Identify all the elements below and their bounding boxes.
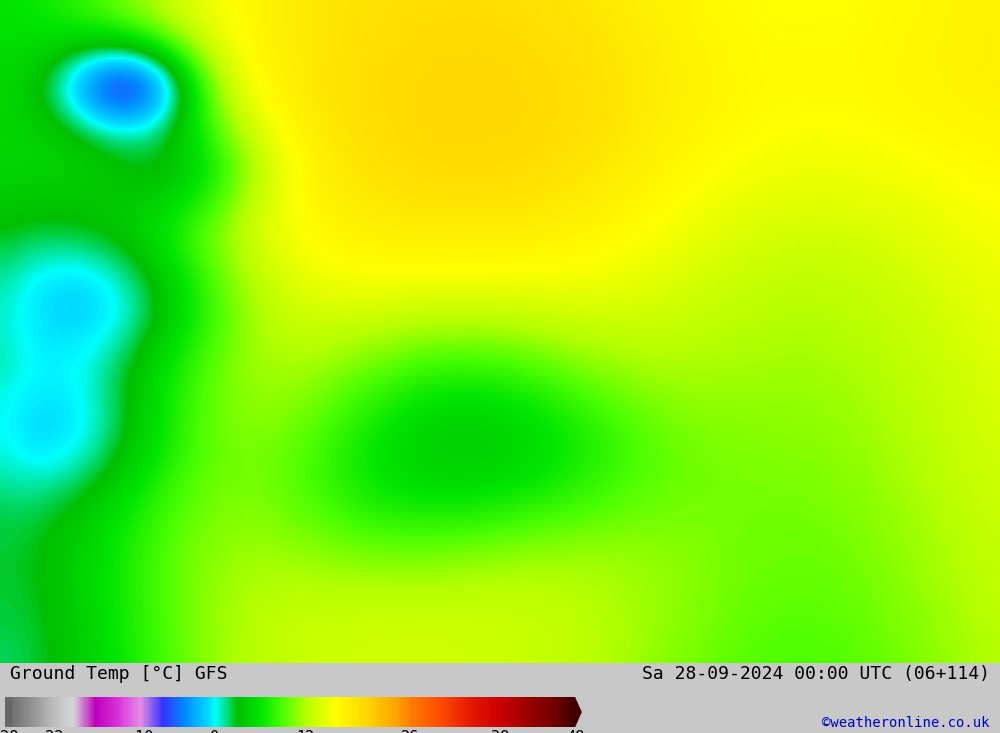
Text: Sa 28-09-2024 00:00 UTC (06+114): Sa 28-09-2024 00:00 UTC (06+114) [642,666,990,683]
Polygon shape [575,697,582,727]
Text: 0: 0 [210,730,220,733]
Text: 48: 48 [566,730,584,733]
Text: -22: -22 [36,730,64,733]
Polygon shape [5,697,12,727]
Text: -10: -10 [126,730,154,733]
Text: 12: 12 [296,730,314,733]
Text: ©weatheronline.co.uk: ©weatheronline.co.uk [822,716,990,730]
Text: 38: 38 [491,730,509,733]
Text: -28: -28 [0,730,19,733]
Text: 26: 26 [401,730,419,733]
Text: Ground Temp [°C] GFS: Ground Temp [°C] GFS [10,666,228,683]
